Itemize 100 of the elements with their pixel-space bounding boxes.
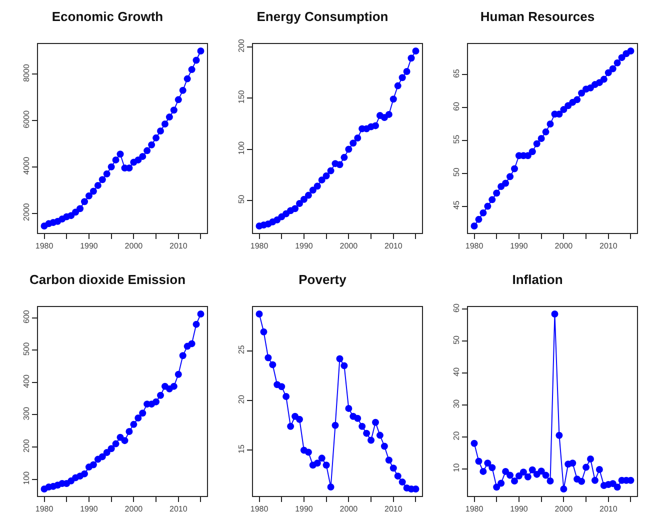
point bbox=[336, 355, 344, 362]
y-tick-label: 150 bbox=[236, 90, 246, 104]
point bbox=[511, 165, 518, 172]
point bbox=[166, 114, 173, 121]
y-tick-label: 200 bbox=[22, 438, 31, 453]
point bbox=[627, 476, 634, 484]
x-tick-label: 2010 bbox=[599, 242, 618, 251]
y-tick-label: 25 bbox=[236, 344, 246, 354]
point bbox=[174, 96, 182, 104]
x-tick-label: 2000 bbox=[340, 504, 358, 514]
y-tick-label: 100 bbox=[22, 470, 31, 485]
point bbox=[618, 54, 626, 62]
point bbox=[98, 453, 106, 460]
x-tick-label: 1990 bbox=[80, 242, 98, 251]
x-tick-label: 1980 bbox=[35, 242, 54, 251]
point bbox=[304, 192, 312, 199]
point bbox=[354, 414, 362, 422]
point bbox=[126, 164, 133, 172]
point bbox=[170, 382, 178, 390]
point bbox=[322, 172, 330, 180]
point bbox=[260, 328, 268, 336]
point bbox=[546, 120, 554, 128]
point bbox=[408, 54, 415, 62]
point bbox=[493, 190, 500, 197]
point bbox=[103, 449, 110, 456]
point bbox=[90, 461, 97, 468]
point bbox=[269, 361, 276, 368]
point bbox=[296, 200, 303, 207]
y-tick-label: 40 bbox=[452, 366, 461, 376]
point bbox=[296, 416, 303, 423]
x-tick-label: 1980 bbox=[35, 504, 54, 514]
x-tick-label: 1990 bbox=[295, 242, 314, 251]
point bbox=[144, 147, 151, 154]
point bbox=[528, 148, 536, 156]
point bbox=[318, 176, 326, 184]
point bbox=[197, 48, 204, 54]
x-tick-label: 2000 bbox=[554, 242, 574, 251]
y-tick-label: 100 bbox=[236, 140, 246, 155]
point bbox=[538, 135, 545, 142]
point bbox=[157, 392, 164, 399]
point bbox=[578, 478, 586, 485]
point bbox=[130, 420, 138, 428]
point bbox=[139, 410, 146, 417]
point bbox=[506, 472, 514, 479]
y-tick-label: 2000 bbox=[22, 202, 31, 221]
point bbox=[304, 448, 312, 456]
point bbox=[179, 352, 186, 360]
point bbox=[484, 202, 492, 210]
point bbox=[174, 370, 182, 378]
point bbox=[484, 460, 492, 467]
point bbox=[108, 163, 115, 170]
point bbox=[493, 484, 500, 491]
point bbox=[134, 414, 142, 422]
x-tick-label: 2010 bbox=[384, 242, 403, 251]
point bbox=[327, 167, 334, 174]
point bbox=[188, 66, 196, 74]
y-tick-label: 8000 bbox=[22, 64, 31, 82]
point bbox=[380, 442, 388, 450]
point bbox=[604, 69, 612, 76]
point bbox=[197, 310, 204, 318]
point bbox=[502, 468, 510, 475]
point bbox=[76, 205, 84, 212]
point bbox=[264, 354, 272, 362]
point bbox=[282, 393, 290, 400]
point bbox=[538, 468, 545, 475]
point bbox=[569, 460, 576, 467]
point bbox=[188, 340, 196, 348]
point bbox=[121, 437, 128, 444]
point bbox=[614, 59, 621, 66]
point bbox=[542, 128, 550, 136]
point bbox=[90, 188, 97, 195]
y-tick-label: 500 bbox=[22, 342, 31, 356]
y-tick-label: 300 bbox=[22, 406, 31, 420]
y-tick-label: 20 bbox=[452, 430, 461, 440]
point bbox=[475, 458, 482, 465]
point bbox=[488, 196, 496, 204]
point bbox=[546, 478, 554, 485]
x-tick-label: 1990 bbox=[510, 242, 528, 251]
point bbox=[480, 209, 487, 216]
y-tick-label: 10 bbox=[452, 462, 461, 472]
point bbox=[398, 74, 406, 82]
y-tick-label: 65 bbox=[452, 68, 461, 78]
point bbox=[152, 398, 160, 406]
point bbox=[287, 422, 294, 430]
point bbox=[587, 455, 594, 462]
point bbox=[350, 140, 357, 147]
point bbox=[390, 464, 397, 472]
point bbox=[300, 196, 308, 203]
point bbox=[345, 146, 352, 153]
y-tick-label: 45 bbox=[452, 200, 461, 210]
point bbox=[152, 134, 160, 142]
point bbox=[170, 106, 178, 114]
y-tick-label: 20 bbox=[236, 394, 246, 404]
point bbox=[318, 454, 326, 462]
point bbox=[551, 310, 558, 318]
point bbox=[134, 156, 142, 164]
point bbox=[72, 208, 80, 216]
point bbox=[470, 440, 478, 447]
point bbox=[502, 180, 510, 187]
y-tick-label: 50 bbox=[452, 167, 461, 177]
